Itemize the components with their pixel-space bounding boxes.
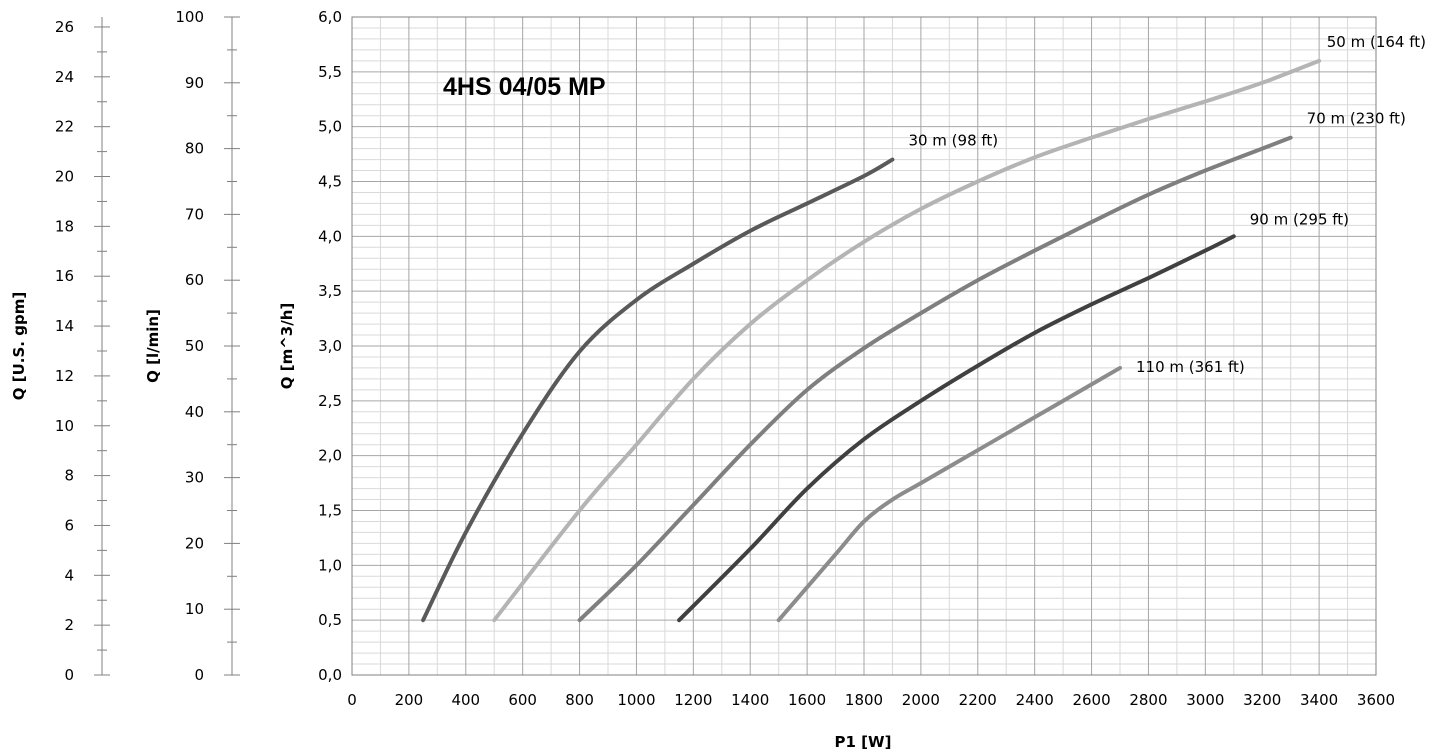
secondary-tick-label: 0 — [64, 666, 74, 684]
x-tick-label: 3600 — [1357, 691, 1395, 709]
secondary-tick-label: 26 — [55, 18, 74, 36]
y-tick-label: 6,0 — [318, 8, 342, 26]
x-tick-label: 800 — [565, 691, 594, 709]
x-tick-label: 2800 — [1129, 691, 1167, 709]
series-label-3: 70 m (230 ft) — [1307, 110, 1406, 128]
series-labels: 30 m (98 ft) 50 m (164 ft) 70 m (230 ft) 90… — [908, 33, 1426, 376]
secondary-tick-label: 70 — [185, 205, 204, 223]
secondary-tick-label: 6 — [64, 516, 74, 534]
secondary-tick-label: 10 — [55, 417, 74, 435]
y-axis-title: Q [m^3/h] — [278, 303, 296, 389]
x-tick-label: 2000 — [902, 691, 940, 709]
secondary-tick-label: 60 — [185, 271, 204, 289]
y-tick-label: 1,0 — [318, 556, 342, 574]
series-line-2 — [492, 58, 1322, 623]
x-tick-label: 400 — [451, 691, 480, 709]
secondary-tick-label: 12 — [55, 367, 74, 385]
series-line-5 — [776, 365, 1122, 623]
series-label-5: 110 m (361 ft) — [1136, 358, 1245, 376]
secondary-axis-lmin: 0 10 20 30 40 50 60 70 80 90 100 Q [l/min] — [144, 8, 240, 684]
x-tick-label: 2400 — [1016, 691, 1054, 709]
x-tick-label: 1200 — [674, 691, 712, 709]
y-tick-label: 5,0 — [318, 118, 342, 136]
x-tick-label: 2200 — [959, 691, 997, 709]
secondary-tick-label: 30 — [185, 469, 204, 487]
secondary-tick-label: 2 — [64, 616, 74, 634]
y-tick-label: 3,5 — [318, 282, 342, 300]
secondary-tick-label: 24 — [55, 68, 74, 86]
secondary-axis-title: Q [U.S. gpm] — [10, 292, 28, 400]
secondary-tick-label: 18 — [55, 217, 74, 235]
secondary-tick-label: 4 — [64, 566, 74, 584]
secondary-tick-label: 8 — [64, 467, 74, 485]
y-tick-label: 1,5 — [318, 502, 342, 520]
x-tick-label: 1400 — [731, 691, 769, 709]
y-tick-label: 4,0 — [318, 227, 342, 245]
secondary-tick-label: 40 — [185, 403, 204, 421]
y-tick-label: 5,5 — [318, 63, 342, 81]
y-tick-label: 3,0 — [318, 337, 342, 355]
y-axis-ticks: 0,0 0,5 1,0 1,5 2,0 2,5 3,0 3,5 4,0 4,5 5,0 5,5 6,0 — [318, 8, 342, 684]
secondary-axis-title: Q [l/min] — [144, 309, 162, 383]
x-tick-label: 1600 — [788, 691, 826, 709]
secondary-tick-label: 20 — [55, 168, 74, 186]
series-label-4: 90 m (295 ft) — [1250, 210, 1349, 228]
x-tick-label: 2600 — [1072, 691, 1110, 709]
chart-title: 4HS 04/05 MP — [443, 73, 606, 101]
secondary-tick-label: 80 — [185, 140, 204, 158]
series-line-1 — [421, 157, 895, 623]
x-tick-label: 600 — [508, 691, 537, 709]
secondary-tick-label: 50 — [185, 337, 204, 355]
y-tick-label: 0,5 — [318, 611, 342, 629]
x-tick-label: 3200 — [1243, 691, 1281, 709]
x-axis-ticks: 0 200 400 600 800 1000 1200 1400 1600 1800 2000 220… — [347, 691, 1395, 709]
x-tick-label: 1800 — [845, 691, 883, 709]
series-lines — [421, 58, 1322, 623]
series-label-1: 30 m (98 ft) — [908, 132, 998, 150]
y-tick-label: 2,0 — [318, 447, 342, 465]
x-tick-label: 3000 — [1186, 691, 1224, 709]
secondary-tick-label: 16 — [55, 267, 74, 285]
secondary-tick-label: 14 — [55, 317, 74, 335]
y-tick-label: 0,0 — [318, 666, 342, 684]
x-tick-label: 0 — [347, 691, 357, 709]
secondary-tick-label: 0 — [194, 666, 204, 684]
x-tick-label: 1000 — [617, 691, 655, 709]
secondary-tick-label: 20 — [185, 534, 204, 552]
secondary-tick-label: 100 — [175, 8, 204, 26]
series-line-4 — [677, 234, 1236, 623]
x-tick-label: 3400 — [1300, 691, 1338, 709]
secondary-tick-label: 22 — [55, 118, 74, 136]
x-axis-title: P1 [W] — [835, 733, 892, 751]
secondary-tick-label: 90 — [185, 74, 204, 92]
series-line-3 — [577, 135, 1293, 623]
x-tick-label: 200 — [395, 691, 424, 709]
secondary-tick-label: 10 — [185, 600, 204, 618]
y-tick-label: 4,5 — [318, 173, 342, 191]
plot-area-border — [351, 16, 1377, 676]
series-label-2: 50 m (164 ft) — [1327, 33, 1426, 51]
y-tick-label: 2,5 — [318, 392, 342, 410]
